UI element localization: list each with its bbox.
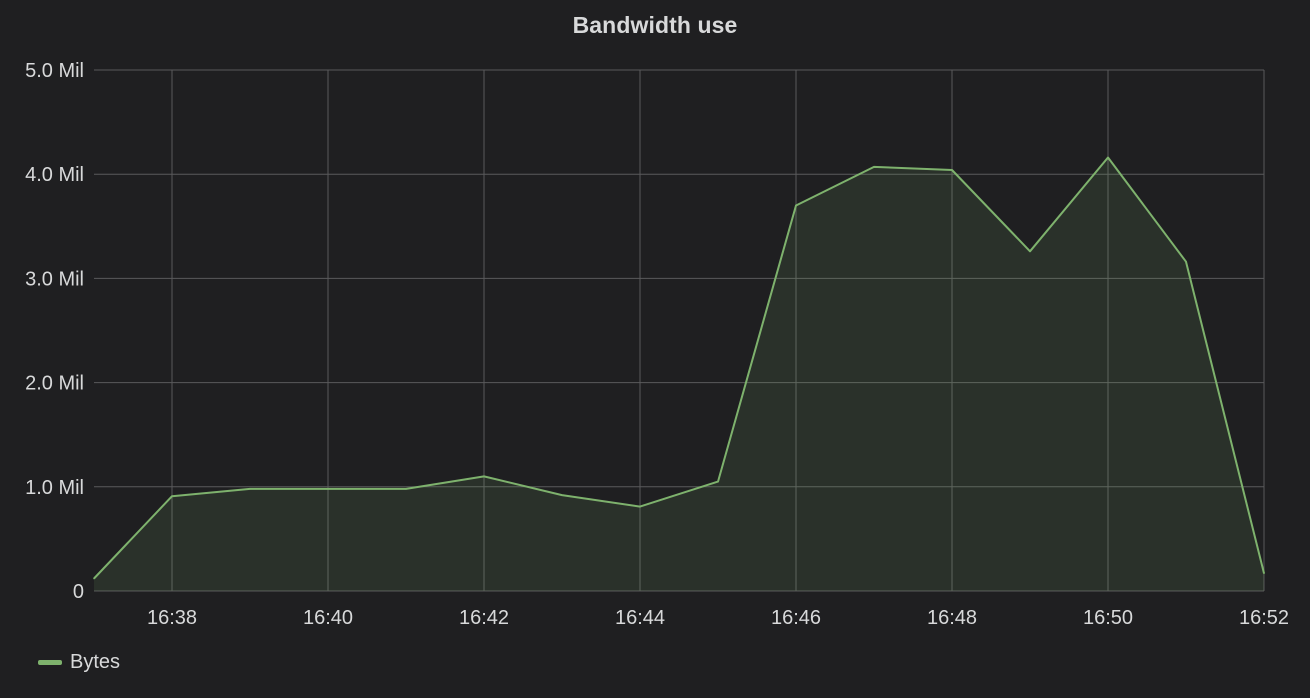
- y-tick-label: 5.0 Mil: [25, 60, 84, 82]
- x-tick-label: 16:42: [459, 607, 509, 629]
- x-axis: 16:38 16:40 16:42 16:44 16:46 16:48 16:50 16:52: [147, 607, 1289, 629]
- legend-label: Bytes: [70, 651, 121, 673]
- data-point: [249, 488, 251, 490]
- data-point: [1029, 250, 1031, 253]
- series-line-bytes[interactable]: [93, 156, 1265, 580]
- y-tick-label: 0: [73, 581, 84, 603]
- x-tick-label: 16:44: [615, 607, 665, 629]
- y-tick-label: 3.0 Mil: [25, 268, 84, 290]
- series-area-layer: [94, 157, 1264, 591]
- data-point: [93, 577, 95, 580]
- data-point: [1185, 260, 1187, 263]
- data-point: [1263, 572, 1265, 575]
- data-point: [639, 505, 641, 508]
- panel-title[interactable]: Bandwidth use: [572, 12, 738, 38]
- y-tick-label: 2.0 Mil: [25, 373, 84, 395]
- series-area-bytes: [94, 157, 1264, 591]
- x-tick-label: 16:52: [1239, 607, 1289, 629]
- x-tick-label: 16:40: [303, 607, 353, 629]
- series-line-layer: [93, 156, 1265, 580]
- y-tick-label: 1.0 Mil: [25, 477, 84, 499]
- legend-swatch: [38, 660, 62, 665]
- x-tick-label: 16:46: [771, 607, 821, 629]
- data-point: [1107, 156, 1109, 159]
- x-tick-label: 16:38: [147, 607, 197, 629]
- data-point: [561, 494, 563, 496]
- y-axis: 0 1.0 Mil 2.0 Mil 3.0 Mil 4.0 Mil 5.0 Mil: [25, 60, 84, 603]
- data-point: [951, 169, 953, 171]
- x-tick-label: 16:48: [927, 607, 977, 629]
- data-point: [717, 480, 719, 483]
- legend-item-bytes[interactable]: Bytes: [38, 651, 120, 674]
- x-tick-label: 16:50: [1083, 607, 1133, 629]
- y-tick-label: 4.0 Mil: [25, 164, 84, 186]
- data-point: [873, 166, 875, 168]
- bandwidth-chart[interactable]: 0 1.0 Mil 2.0 Mil 3.0 Mil 4.0 Mil 5.0 Mil 16:…: [0, 0, 1310, 640]
- chart-grid: [94, 69, 1265, 592]
- data-point: [327, 488, 329, 490]
- data-point: [483, 475, 485, 478]
- data-point: [795, 204, 797, 207]
- data-point: [171, 495, 173, 497]
- data-point: [405, 488, 407, 490]
